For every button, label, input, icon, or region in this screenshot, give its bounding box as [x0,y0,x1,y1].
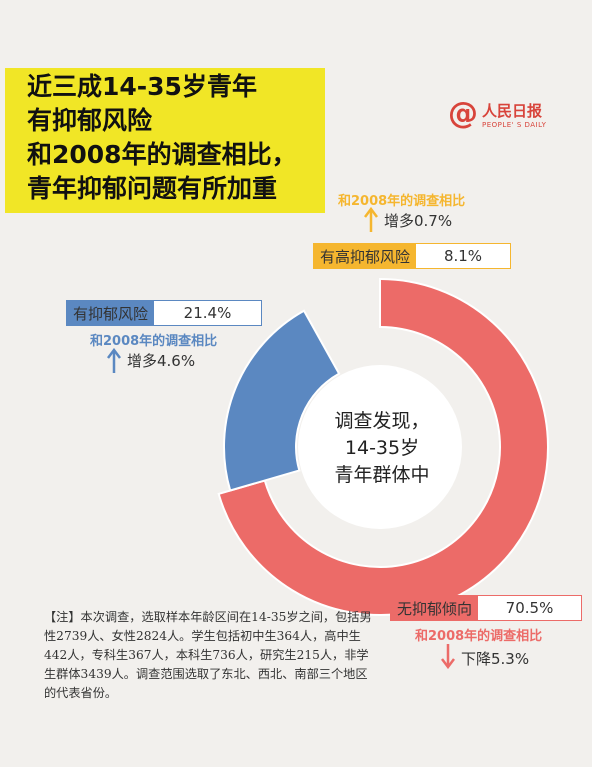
at-icon: @ [448,96,478,131]
title-block: 近三成14-35岁青年 有抑郁风险 和2008年的调查相比， 青年抑郁问题有所加… [5,68,325,213]
comparison-label-risk: 和2008年的调查相比 [90,334,218,349]
arrow-up-icon [364,207,378,232]
comparison-label-no-depression: 和2008年的调查相比 [415,629,543,644]
slice-value-label: 8.1% [443,247,483,265]
chart-center-text: 调查发现， 14-35岁 青年群体中 [307,408,457,489]
donut-slice [223,309,341,492]
peoples-daily-logo: @ 人民日报 PEOPLE' S DAILY [448,96,558,136]
title-line-4: 青年抑郁问题有所加重 [27,174,278,203]
slice-label: 无抑郁倾向 [391,596,479,620]
title-line-1: 近三成14-35岁青年 [27,72,257,101]
title-line-3: 和2008年的调查相比， [27,140,297,169]
donut-center [298,365,462,529]
change-no-depression: 下降5.3% [461,650,530,668]
change-risk: 增多4.6% [127,352,196,370]
logo-subtitle: PEOPLE' S DAILY [482,121,547,129]
change-high-risk: 增多0.7% [384,212,453,230]
comparison-label-high-risk: 和2008年的调查相比 [338,194,466,209]
title-line-2: 有抑郁风险 [27,106,153,135]
footnote: 【注】本次调查，选取样本年龄区间在14-35岁之间，包括男性2739人、女性28… [44,610,372,700]
logo-name: 人民日报 [482,102,543,120]
arrow-up-icon [107,348,121,373]
center-line-3: 青年群体中 [334,464,430,486]
center-line-1: 调查发现， [334,410,430,432]
arrow-down-icon [441,644,455,669]
center-line-2: 14-35岁 [344,437,420,459]
slice-value-label: 21.4% [183,304,232,322]
slice-value-label: 70.5% [505,599,554,617]
donut-slice [217,277,549,616]
slice-label: 有抑郁风险 [67,301,155,325]
slice-label: 有高抑郁风险 [314,244,417,268]
